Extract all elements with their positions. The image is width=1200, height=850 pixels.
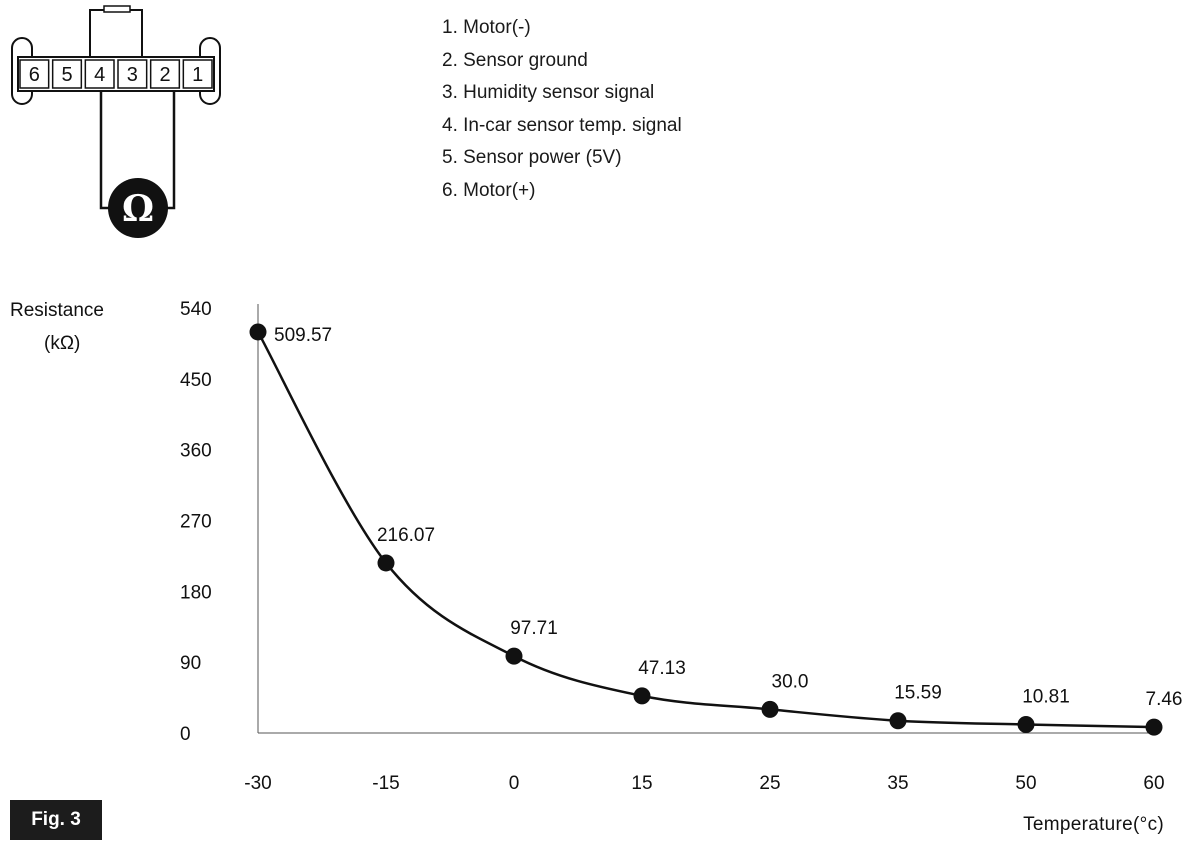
data-point — [377, 554, 395, 572]
connector-body — [17, 56, 215, 92]
resistance-curve — [256, 331, 1155, 729]
x-tick-label: 0 — [509, 773, 520, 794]
pin-cell — [182, 59, 213, 89]
pin-legend: 1. Motor(-) 2. Sensor ground 3. Humidity… — [442, 12, 682, 207]
data-label: 97.71 — [510, 618, 558, 639]
pin-cell — [51, 59, 83, 89]
data-label: 10.81 — [1022, 686, 1070, 707]
ohm-symbol: Ω — [122, 188, 154, 230]
data-label: 30.0 — [772, 671, 809, 692]
y-axis-title: Resistance (kΩ) — [10, 294, 130, 360]
x-tick-label: -15 — [372, 773, 399, 794]
data-point — [633, 687, 651, 705]
data-point — [505, 647, 523, 665]
pin-number: 4 — [94, 64, 105, 86]
figure-label: Fig. 3 — [10, 800, 102, 840]
pin-number: 3 — [127, 64, 138, 86]
x-axis-title: Temperature(°c) — [1023, 814, 1164, 835]
data-label: 216.07 — [377, 525, 435, 546]
pin-cell — [149, 59, 181, 89]
y-tick-label: 90 — [180, 653, 201, 674]
y-tick-label: 0 — [180, 724, 191, 745]
data-label: 509.57 — [274, 325, 332, 346]
pin-number: 2 — [159, 64, 170, 86]
y-tick-label: 270 — [180, 512, 212, 533]
y-tick-label: 540 — [180, 299, 212, 320]
pin-legend-item: 1. Motor(-) — [442, 17, 531, 38]
pin-legend-item: 4. In-car sensor temp. signal — [442, 114, 682, 136]
data-point — [761, 700, 779, 718]
pin-number: 6 — [29, 64, 40, 86]
x-tick-label: 60 — [1143, 773, 1164, 794]
data-point — [1145, 718, 1163, 736]
x-tick-label: 50 — [1015, 773, 1036, 794]
ohmmeter-icon: Ω — [108, 178, 168, 238]
x-tick-label: 15 — [631, 773, 652, 794]
y-axis-unit: (kΩ) — [44, 333, 81, 354]
y-tick-label: 450 — [180, 370, 212, 391]
pin-legend-item: 3. Humidity sensor signal — [442, 82, 655, 103]
data-label: 7.46 — [1146, 689, 1183, 710]
pin-cell — [84, 59, 115, 89]
data-label: 15.59 — [894, 683, 942, 704]
pin-legend-item: 2. Sensor ground — [442, 49, 588, 71]
data-label: 47.13 — [638, 658, 686, 679]
y-axis-label: Resistance — [10, 300, 104, 321]
y-tick-label: 360 — [180, 441, 212, 462]
data-point — [249, 323, 267, 341]
x-tick-label: 35 — [887, 773, 908, 794]
x-tick-label: 25 — [759, 773, 780, 794]
x-tick-label: -30 — [244, 773, 271, 794]
pin-number: 5 — [61, 64, 72, 86]
pin-cell — [19, 59, 50, 89]
y-tick-label: 180 — [180, 582, 212, 603]
data-point — [889, 712, 907, 730]
pin-legend-item: 6. Motor(+) — [442, 179, 536, 201]
data-point — [1017, 715, 1035, 733]
latch-tab — [103, 5, 131, 13]
pin-legend-item: 5. Sensor power (5V) — [442, 147, 622, 168]
pin-cell — [117, 59, 148, 89]
pin-number: 1 — [192, 64, 203, 86]
